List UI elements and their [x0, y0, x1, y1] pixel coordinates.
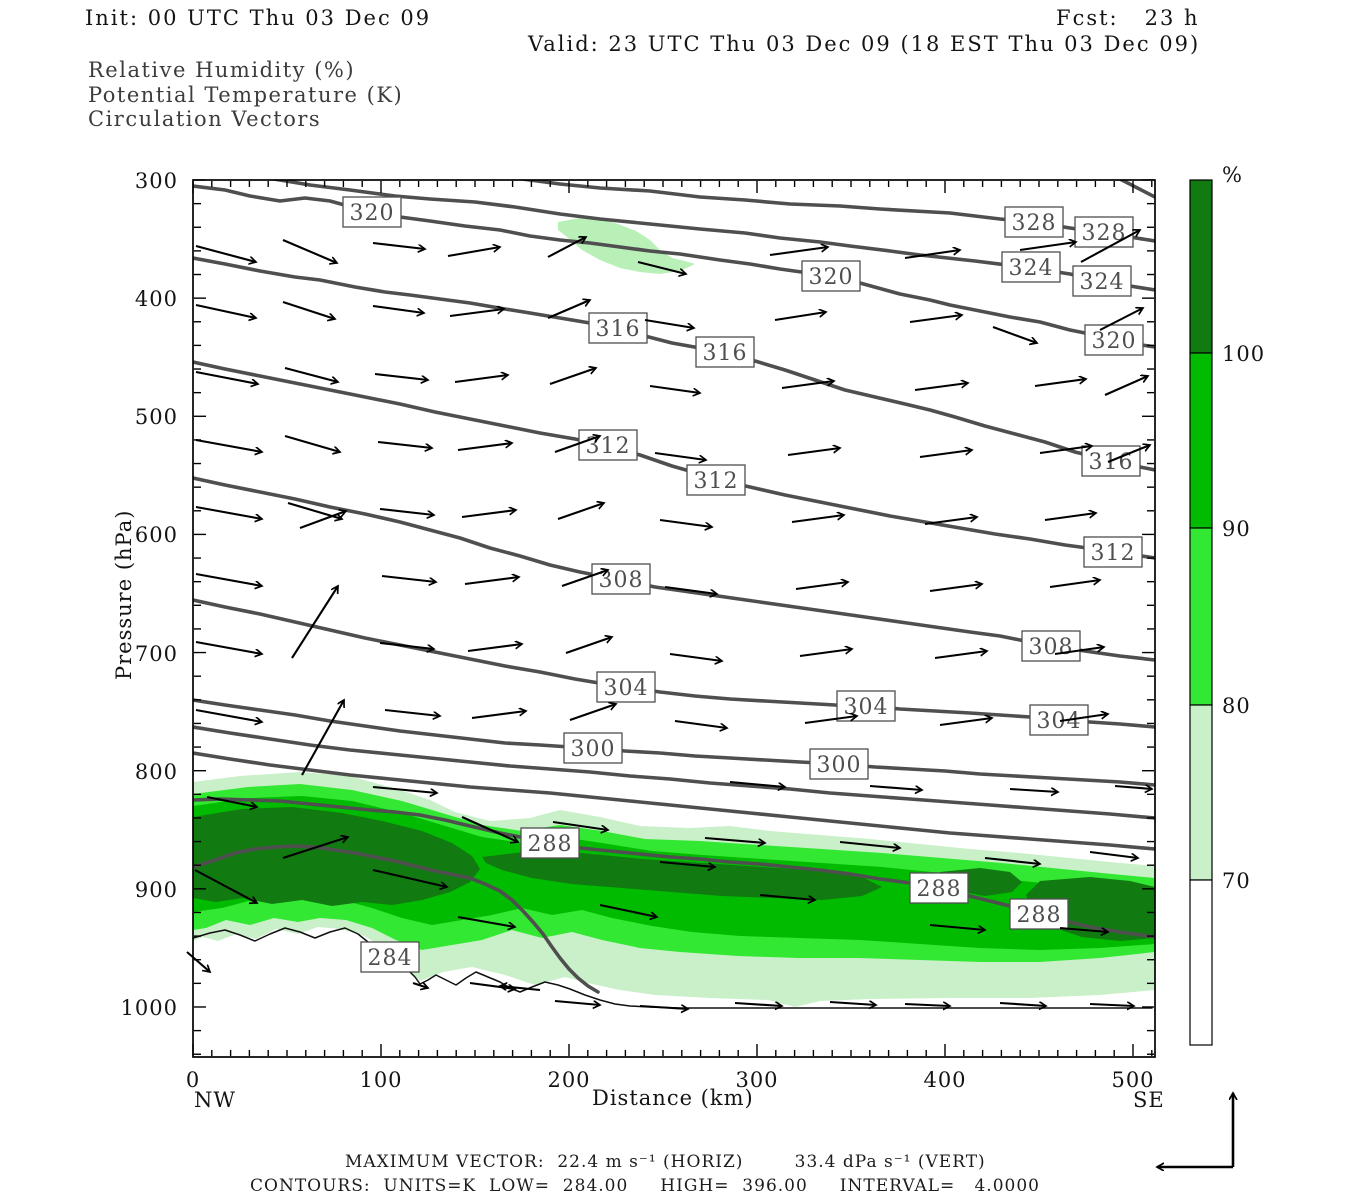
field-relative-humidity-label: Relative Humidity (%): [88, 58, 356, 82]
svg-text:288: 288: [1017, 903, 1062, 928]
svg-text:500: 500: [135, 405, 178, 429]
svg-text:308: 308: [1029, 635, 1074, 660]
contour-labels: 328 3283243243203203203163163163123123123…: [342, 196, 1144, 973]
svg-text:70: 70: [1222, 869, 1251, 893]
svg-text:284: 284: [368, 946, 413, 971]
svg-text:%: %: [1222, 163, 1243, 187]
forecast-hour-label: Fcst: 23 h: [1056, 6, 1200, 30]
theta-contours: [193, 180, 1155, 1009]
svg-text:300: 300: [135, 169, 178, 193]
svg-text:320: 320: [1092, 329, 1137, 354]
svg-text:200: 200: [547, 1068, 590, 1092]
svg-text:304: 304: [1037, 709, 1082, 734]
field-circulation-vectors-label: Circulation Vectors: [88, 107, 322, 131]
svg-text:288: 288: [528, 832, 573, 857]
svg-text:400: 400: [135, 287, 178, 311]
svg-text:328: 328: [1012, 211, 1057, 236]
svg-text:400: 400: [923, 1068, 966, 1092]
svg-text:300: 300: [735, 1068, 778, 1092]
humidity-shading: [193, 218, 1155, 1007]
svg-text:304: 304: [604, 676, 649, 701]
x-axis-title: Distance (km): [592, 1086, 754, 1110]
svg-text:90: 90: [1222, 517, 1251, 541]
svg-text:328: 328: [1082, 221, 1127, 246]
svg-text:324: 324: [1009, 256, 1054, 281]
svg-text:300: 300: [817, 753, 862, 778]
svg-text:700: 700: [135, 642, 178, 666]
svg-text:288: 288: [917, 877, 962, 902]
svg-text:0: 0: [186, 1068, 200, 1092]
svg-text:316: 316: [596, 317, 641, 342]
x-axis-right-orientation: SE: [1133, 1088, 1165, 1112]
svg-text:316: 316: [703, 341, 748, 366]
colorbar: % 100 90 80 70: [1189, 163, 1265, 1046]
field-potential-temperature-label: Potential Temperature (K): [88, 83, 404, 107]
svg-text:100: 100: [359, 1068, 402, 1092]
svg-text:320: 320: [350, 201, 395, 226]
svg-text:800: 800: [135, 760, 178, 784]
axes: 300 400 500 600 700 800 900 1000 0 100 200 300 400 50…: [121, 169, 1156, 1092]
contours-info-label: CONTOURS: UNITS=K LOW= 284.00 HIGH= 396.…: [250, 1176, 1040, 1196]
valid-time-label: Valid: 23 UTC Thu 03 Dec 09 (18 EST Thu …: [528, 32, 1201, 56]
svg-text:100: 100: [1222, 342, 1265, 366]
svg-text:312: 312: [1091, 541, 1136, 566]
svg-text:1000: 1000: [121, 996, 178, 1020]
max-vector-label: MAXIMUM VECTOR: 22.4 m s⁻¹ (HORIZ) 33.4 …: [345, 1152, 986, 1172]
svg-text:80: 80: [1222, 694, 1251, 718]
svg-text:300: 300: [571, 737, 616, 762]
svg-text:900: 900: [135, 878, 178, 902]
svg-text:600: 600: [135, 523, 178, 547]
svg-text:320: 320: [809, 265, 854, 290]
init-time-label: Init: 00 UTC Thu 03 Dec 09: [85, 6, 432, 30]
wind-vectors: [186, 230, 1152, 1009]
svg-text:324: 324: [1080, 270, 1125, 295]
svg-text:312: 312: [694, 469, 739, 494]
svg-text:500: 500: [1111, 1068, 1154, 1092]
x-axis-left-orientation: NW: [194, 1088, 236, 1112]
reference-vector-icon: [1157, 1093, 1233, 1167]
